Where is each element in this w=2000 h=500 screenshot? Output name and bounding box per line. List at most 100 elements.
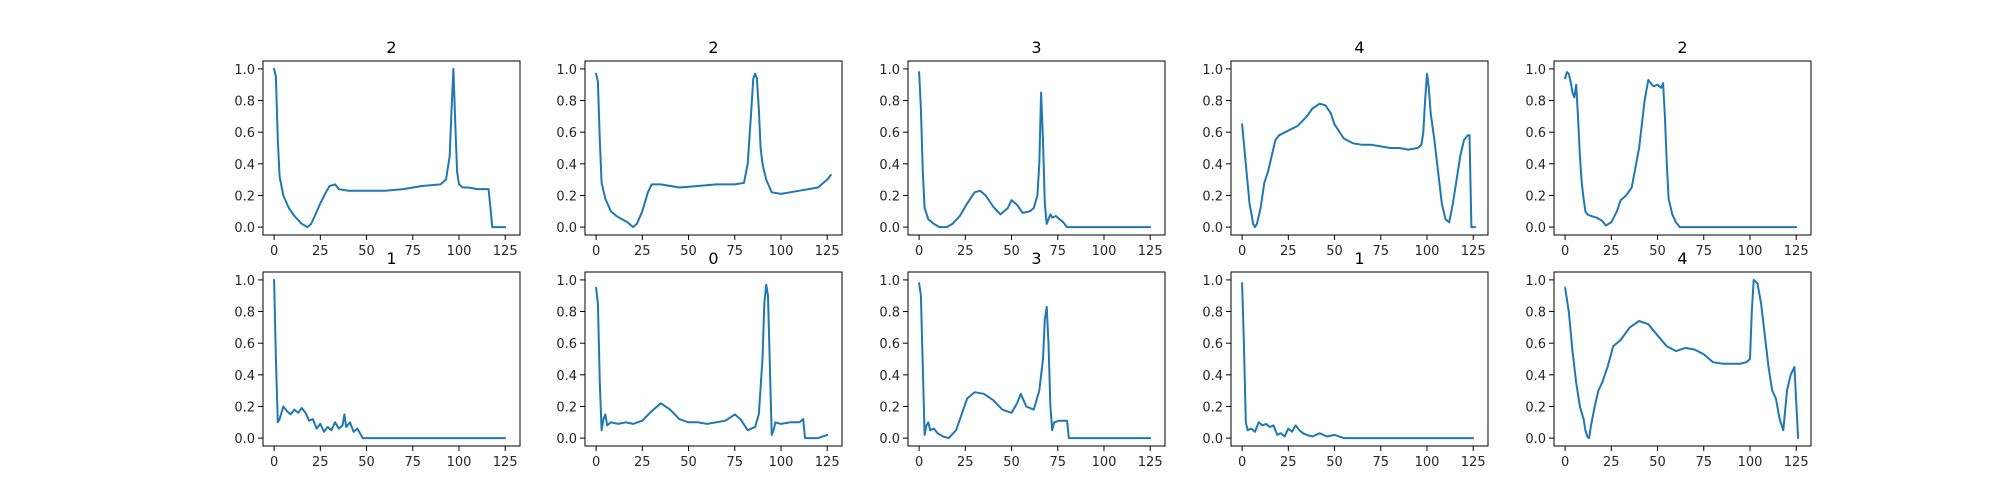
subplot: 0 25 50 75 100 125 0.0 0.2 0.4 0.6 0.8 1.0 2 <box>1525 38 1812 259</box>
subplot: 0 25 50 75 100 125 0.0 0.2 0.4 0.6 0.8 1.0 2 <box>234 38 521 259</box>
x-tick-label: 0 <box>270 455 278 470</box>
axes-frame <box>262 271 521 447</box>
y-tick-label: 0.0 <box>234 221 255 236</box>
y-tick-label: 0.4 <box>1202 369 1223 384</box>
series-line <box>918 282 1152 440</box>
y-tick-label: 0.4 <box>556 158 577 173</box>
x-tick-label: 0 <box>1238 455 1246 470</box>
x-tick-label: 50 <box>680 455 697 470</box>
series-line <box>1241 282 1475 440</box>
axes-frame <box>262 60 521 236</box>
y-tick-label: 0.2 <box>1202 400 1223 415</box>
x-tick-label: 50 <box>358 244 375 259</box>
y-tick-label: 1.0 <box>556 274 577 289</box>
axes-frame <box>1230 60 1489 236</box>
series-line <box>1241 72 1477 229</box>
x-tick-label: 100 <box>447 244 472 259</box>
subplot: 0 25 50 75 100 125 0.0 0.2 0.4 0.6 0.8 1.0 3 <box>879 38 1166 259</box>
y-tick-label: 0.6 <box>234 337 255 352</box>
x-tick-label: 25 <box>1280 244 1297 259</box>
x-tick-label: 125 <box>1461 244 1486 259</box>
x-tick-label: 100 <box>769 244 794 259</box>
x-tick-label: 0 <box>1561 244 1569 259</box>
subplot: 0 25 50 75 100 125 0.0 0.2 0.4 0.6 0.8 1.0 3 <box>879 249 1166 470</box>
y-tick-label: 1.0 <box>1202 63 1223 78</box>
y-tick-label: 0.4 <box>879 369 900 384</box>
x-tick-label: 75 <box>1695 244 1712 259</box>
x-tick-label: 125 <box>1138 244 1163 259</box>
y-tick-label: 0.2 <box>556 189 577 204</box>
series-line <box>1564 71 1798 229</box>
series-line <box>595 72 832 229</box>
x-tick-label: 125 <box>815 455 840 470</box>
y-tick-label: 0.4 <box>1525 369 1546 384</box>
y-tick-label: 0.4 <box>234 369 255 384</box>
y-tick-label: 0.8 <box>234 306 255 321</box>
x-tick-label: 100 <box>769 455 794 470</box>
series-line <box>918 71 1152 229</box>
y-tick-label: 0.8 <box>1525 95 1546 110</box>
y-tick-label: 0.8 <box>1202 95 1223 110</box>
y-tick-label: 0.6 <box>1202 126 1223 141</box>
x-tick-label: 25 <box>1280 455 1297 470</box>
y-tick-label: 0.6 <box>234 126 255 141</box>
y-tick-label: 0.2 <box>556 400 577 415</box>
x-tick-label: 75 <box>1372 244 1389 259</box>
y-tick-label: 0.0 <box>1202 432 1223 447</box>
y-tick-label: 0.4 <box>879 158 900 173</box>
y-tick-label: 0.6 <box>879 126 900 141</box>
x-tick-label: 50 <box>1649 244 1666 259</box>
y-tick-label: 0.8 <box>1202 306 1223 321</box>
y-tick-label: 0.2 <box>1525 189 1546 204</box>
subplot-title: 1 <box>386 249 396 268</box>
y-tick-label: 0.2 <box>879 400 900 415</box>
y-tick-label: 1.0 <box>1525 63 1546 78</box>
x-tick-label: 125 <box>1784 244 1809 259</box>
x-tick-label: 75 <box>726 455 743 470</box>
x-tick-label: 75 <box>1372 455 1389 470</box>
y-tick-label: 0.4 <box>1525 158 1546 173</box>
x-tick-label: 75 <box>726 244 743 259</box>
axes-frame <box>907 60 1166 236</box>
y-tick-label: 1.0 <box>234 274 255 289</box>
x-tick-label: 25 <box>634 244 651 259</box>
x-tick-label: 50 <box>1003 455 1020 470</box>
axes-frame <box>1553 271 1812 447</box>
subplot: 0 25 50 75 100 125 0.0 0.2 0.4 0.6 0.8 1.0 0 <box>556 249 843 470</box>
series-line <box>273 278 507 440</box>
x-tick-label: 75 <box>1049 455 1066 470</box>
x-tick-label: 0 <box>270 244 278 259</box>
y-tick-label: 1.0 <box>879 274 900 289</box>
x-tick-label: 100 <box>447 455 472 470</box>
y-tick-label: 1.0 <box>1525 274 1546 289</box>
y-tick-label: 0.8 <box>234 95 255 110</box>
x-tick-label: 50 <box>1003 244 1020 259</box>
y-tick-label: 0.6 <box>1525 126 1546 141</box>
y-tick-label: 0.2 <box>1525 400 1546 415</box>
subplot-title: 2 <box>708 38 718 57</box>
y-tick-label: 0.8 <box>1525 306 1546 321</box>
y-tick-label: 0.2 <box>234 400 255 415</box>
y-tick-label: 0.0 <box>879 432 900 447</box>
x-tick-label: 0 <box>915 455 923 470</box>
y-tick-label: 0.6 <box>1202 337 1223 352</box>
y-tick-label: 0.4 <box>234 158 255 173</box>
x-tick-label: 25 <box>957 455 974 470</box>
x-tick-label: 125 <box>1461 455 1486 470</box>
y-tick-label: 0.6 <box>1525 337 1546 352</box>
y-tick-label: 0.8 <box>879 95 900 110</box>
y-tick-label: 0.0 <box>556 221 577 236</box>
y-tick-label: 0.0 <box>1525 432 1546 447</box>
subplot-title: 0 <box>708 249 718 268</box>
x-tick-label: 100 <box>1415 455 1440 470</box>
x-tick-label: 50 <box>358 455 375 470</box>
y-tick-label: 1.0 <box>556 63 577 78</box>
y-tick-label: 0.4 <box>1202 158 1223 173</box>
y-tick-label: 1.0 <box>234 63 255 78</box>
x-tick-label: 25 <box>634 455 651 470</box>
x-tick-label: 25 <box>312 455 329 470</box>
x-tick-label: 125 <box>493 244 518 259</box>
axes-frame <box>584 60 843 236</box>
